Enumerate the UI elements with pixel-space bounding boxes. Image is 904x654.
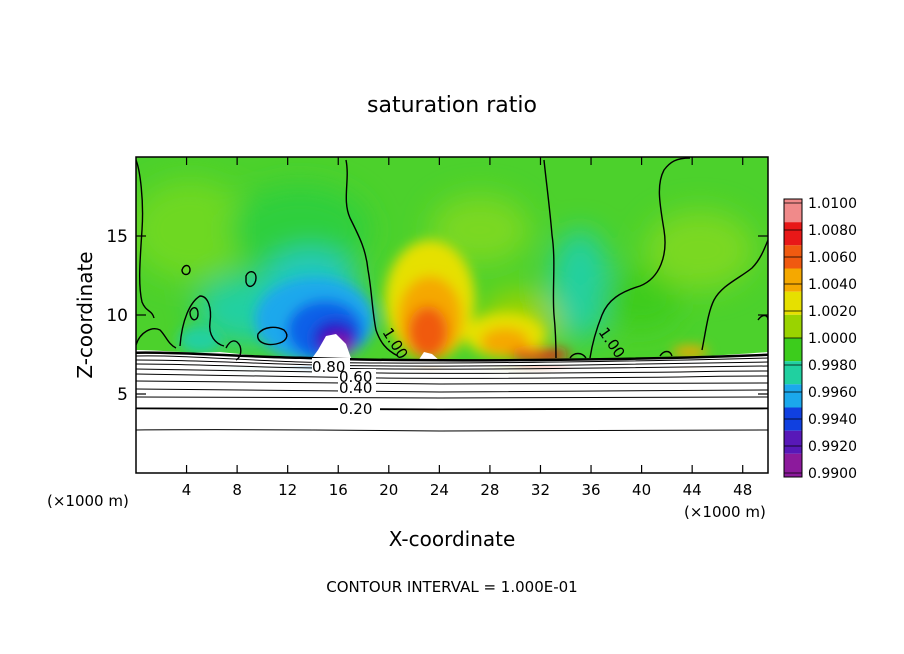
cloud-white-gap [310,334,352,361]
contour-line-one [659,350,673,357]
x-tick-label: 32 [531,481,550,499]
field-blob [600,270,680,330]
contour-label: 0.40 [339,379,372,397]
colorbar-swatch [784,314,802,338]
contour-line-one [569,352,587,359]
contour-line-one [181,264,191,276]
contour-line [136,368,768,374]
contour-line [136,380,768,385]
contour-line [136,396,768,399]
contour-line [136,388,768,393]
contours-upper [136,157,768,361]
colorbar: 1.0100 1.0080 1.0060 1.0040 1.0020 1.0000 0.99… [783,196,857,482]
contour-line [136,355,768,364]
cloud-white-gap [418,352,440,361]
y-ticks: 5 10 15 [106,227,768,405]
field-blob [430,195,530,265]
field-blob [136,180,250,280]
colorbar-swatch [784,338,802,362]
supersaturated-core-2 [481,328,529,356]
chart-title: saturation ratio [367,93,537,118]
x-ticks: 4 8 12 16 20 24 28 32 36 40 44 48 [182,157,752,499]
contour-line-one [225,340,242,361]
x-tick-label: 16 [329,481,348,499]
colorbar-swatch [784,268,802,292]
colorbar-label: 1.0100 [808,196,857,212]
colorbar-swatch [784,222,802,246]
contour-label: 0.60 [339,368,372,386]
contour-line-one [701,239,768,351]
colorbar-swatch [784,430,802,454]
contour-line-thick [136,407,768,411]
supersaturated-core [408,306,448,358]
contour-line-one [136,328,177,349]
colorbar-label: 0.9920 [808,439,857,455]
contours-low [136,351,768,432]
contour-line-one [245,271,257,288]
field-blob [550,230,610,340]
contour-labels: 0.80 0.60 0.40 0.20 1.00 1.00 [312,324,629,418]
contour-line [136,429,768,432]
x-tick-label: 4 [182,481,192,499]
colorbar-swatch [784,361,802,385]
x-tick-label: 44 [683,481,702,499]
contour-label: 0.80 [312,358,345,376]
colorbar-label: 1.0000 [808,331,857,347]
colorbar-label: 1.0080 [808,223,857,239]
contour-line-one [543,159,557,359]
colorbar-label: 1.0060 [808,250,857,266]
label-background [338,380,376,394]
contour-line-one [589,157,691,359]
colorbar-label: 0.9960 [808,385,857,401]
contour-label: 0.20 [339,400,372,418]
subsaturated-edge [178,326,222,354]
label-background [338,401,380,415]
contour-line-one [179,295,225,347]
x-tick-label: 8 [232,481,242,499]
x-tick-label: 28 [480,481,499,499]
x-axis-unit: (×1000 m) [47,492,129,510]
supersaturated-edge [510,349,570,361]
x-tick-label: 40 [632,481,651,499]
supersaturated-edge [672,346,708,358]
x-tick-label: 48 [733,481,752,499]
colorbar-label: 0.9980 [808,358,857,374]
contour-line-one [136,159,155,319]
y-axis: 5 10 15 Z-coordinate [73,227,768,405]
colorbar-swatch [784,199,802,223]
contour-line [136,363,768,370]
y-tick-label: 10 [106,306,128,326]
colorbar-label: 1.0020 [808,304,857,320]
x-tick-label: 24 [430,481,449,499]
x-tick-label: 20 [379,481,398,499]
x-axis: 4 8 12 16 20 24 28 32 36 40 44 48 (×1000 m) (×1000 … [47,157,766,551]
x-tick-label: 12 [278,481,297,499]
colorbar-label: 0.9900 [808,466,857,482]
contour-interval-note: CONTOUR INTERVAL = 1.000E-01 [326,578,577,596]
contour-line [136,373,768,379]
y-axis-label: Z-coordinate [73,251,97,378]
label-background [338,369,376,383]
colorbar-swatch [784,291,802,315]
y-tick-label: 15 [106,227,128,247]
x-axis-unit: (×1000 m) [684,503,766,521]
contour-line-one [189,307,199,321]
contour-line-one [345,159,399,357]
field-blob [645,210,755,290]
colorbar-swatch [784,453,802,477]
plot-area: 0.80 0.60 0.40 0.20 1.00 1.00 [136,157,768,473]
x-tick-label: 36 [581,481,600,499]
contour-line-thick [136,351,768,362]
contour-line-one [257,326,288,346]
colorbar-label: 1.0040 [808,277,857,293]
y-tick-label: 5 [117,385,128,405]
colorbar-label: 0.9940 [808,412,857,428]
field-blob [230,185,370,275]
colorbar-swatch [784,384,802,408]
contour-line [136,359,768,367]
x-axis-label: X-coordinate [389,527,516,551]
